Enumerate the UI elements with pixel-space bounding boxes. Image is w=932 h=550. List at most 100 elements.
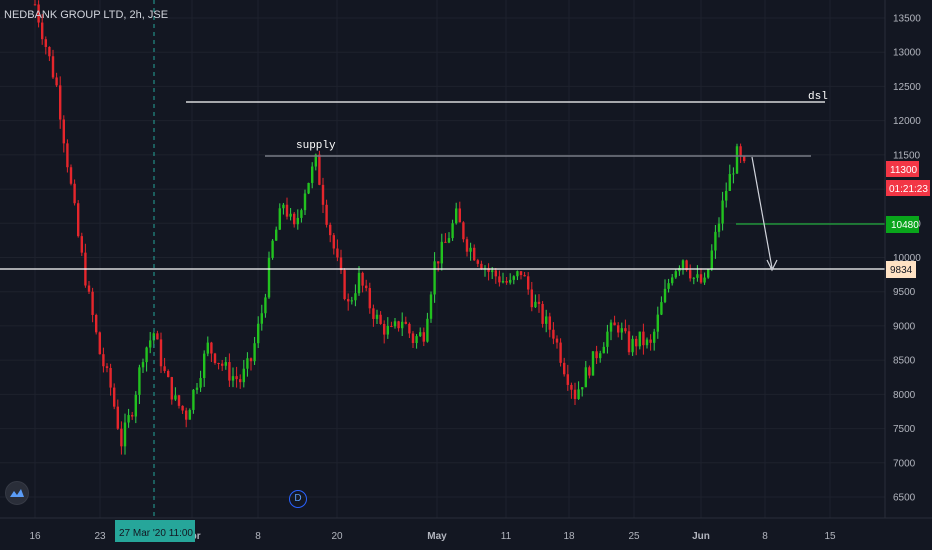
candle-body bbox=[77, 203, 80, 237]
candle-body bbox=[188, 409, 191, 420]
time-axis[interactable]: 1623Apr820May111825Jun815 bbox=[29, 531, 836, 542]
candle-body bbox=[422, 332, 425, 342]
candle-body bbox=[69, 167, 73, 184]
candle-body bbox=[617, 325, 620, 333]
candle-body bbox=[257, 323, 260, 344]
candle-body bbox=[444, 241, 447, 243]
price-tick-label: 11500 bbox=[893, 150, 921, 161]
candle-body bbox=[555, 338, 559, 343]
candle-body bbox=[278, 208, 281, 230]
candle-body bbox=[163, 366, 166, 371]
candle-body bbox=[530, 289, 533, 308]
candle-body bbox=[55, 77, 58, 86]
candle-body bbox=[426, 318, 429, 342]
symbol-title[interactable]: NEDBANK GROUP LTD, 2h, JSE bbox=[4, 9, 169, 21]
candle-body bbox=[462, 222, 465, 240]
candle-body bbox=[145, 347, 148, 363]
candle-body bbox=[213, 353, 217, 364]
time-tick-label: 20 bbox=[331, 531, 343, 542]
price-axis[interactable]: 1350013000125001200011500110001050010000… bbox=[893, 14, 921, 504]
candle-body bbox=[235, 376, 238, 380]
candle-body bbox=[660, 302, 663, 315]
dividend-marker-icon[interactable]: D bbox=[289, 490, 307, 508]
candle-body bbox=[415, 336, 418, 344]
candle-body bbox=[390, 325, 393, 327]
candle-body bbox=[429, 294, 433, 319]
candle-body bbox=[318, 154, 321, 185]
tradingview-logo-button[interactable] bbox=[5, 481, 29, 505]
candle-body bbox=[563, 362, 566, 375]
price-tick-label: 6500 bbox=[893, 493, 916, 504]
candle-body bbox=[159, 339, 163, 367]
candle-body bbox=[314, 154, 317, 167]
candle-body bbox=[653, 331, 656, 343]
candle-body bbox=[181, 405, 184, 411]
price-tick-label: 8500 bbox=[893, 356, 916, 367]
candle-body bbox=[609, 322, 613, 332]
price-tick-label: 10000 bbox=[893, 253, 921, 264]
candle-body bbox=[473, 247, 476, 261]
support-label: 9834 bbox=[890, 265, 913, 276]
candle-body bbox=[228, 362, 231, 381]
candle-body bbox=[523, 275, 526, 277]
time-tick-label: 8 bbox=[255, 531, 261, 542]
candle-body bbox=[98, 332, 101, 355]
candle-body bbox=[48, 46, 51, 57]
candle-body bbox=[267, 257, 271, 298]
candle-body bbox=[282, 204, 285, 209]
projection-arrow-line[interactable] bbox=[751, 156, 773, 269]
time-tick-label: 23 bbox=[94, 531, 106, 542]
candle-body bbox=[620, 328, 623, 333]
candle-body bbox=[156, 333, 159, 340]
candle-body bbox=[465, 239, 469, 252]
last-price-label: 11300 bbox=[890, 165, 918, 176]
price-tick-label: 12000 bbox=[893, 116, 921, 127]
countdown-label: 01:21:23 bbox=[889, 184, 928, 195]
candle-body bbox=[397, 321, 400, 329]
time-cursor-badge bbox=[115, 520, 195, 542]
price-tick-label: 9500 bbox=[893, 287, 916, 298]
candle-body bbox=[134, 394, 137, 417]
candle-body bbox=[624, 328, 627, 332]
candle-body bbox=[285, 204, 289, 217]
candle-body bbox=[206, 342, 209, 354]
logo-icon bbox=[10, 489, 24, 497]
candle-body bbox=[210, 342, 213, 354]
price-tick-label: 7500 bbox=[893, 424, 916, 435]
candle-body bbox=[638, 331, 641, 347]
candle-body bbox=[249, 358, 253, 362]
candle-body bbox=[516, 271, 519, 277]
candle-body bbox=[494, 270, 497, 277]
candle-body bbox=[476, 260, 479, 264]
candle-body bbox=[721, 200, 724, 224]
candle-body bbox=[588, 367, 591, 376]
candle-body bbox=[433, 261, 436, 295]
candle-body bbox=[717, 223, 721, 232]
candle-body bbox=[307, 182, 310, 194]
candle-body bbox=[509, 279, 512, 283]
candle-body bbox=[221, 363, 224, 366]
time-tick-label: 18 bbox=[563, 531, 575, 542]
candle-body bbox=[559, 342, 562, 363]
candle-body bbox=[743, 156, 746, 162]
candle-body bbox=[311, 166, 314, 183]
candle-body bbox=[185, 410, 188, 420]
candle-body bbox=[59, 85, 62, 120]
candle-body bbox=[393, 321, 397, 327]
candle-body bbox=[458, 208, 461, 223]
candle-body bbox=[44, 39, 47, 47]
candle-body bbox=[487, 268, 490, 272]
candle-body bbox=[451, 223, 454, 239]
candle-body bbox=[703, 277, 706, 283]
candle-body bbox=[411, 333, 415, 344]
candle-body bbox=[419, 332, 422, 337]
candle-body bbox=[732, 173, 735, 175]
candle-body bbox=[591, 351, 595, 376]
candle-body bbox=[401, 321, 404, 329]
candle-body bbox=[527, 276, 530, 290]
time-tick-label: May bbox=[427, 531, 447, 542]
candle-body bbox=[192, 389, 195, 410]
candle-body bbox=[642, 331, 645, 346]
